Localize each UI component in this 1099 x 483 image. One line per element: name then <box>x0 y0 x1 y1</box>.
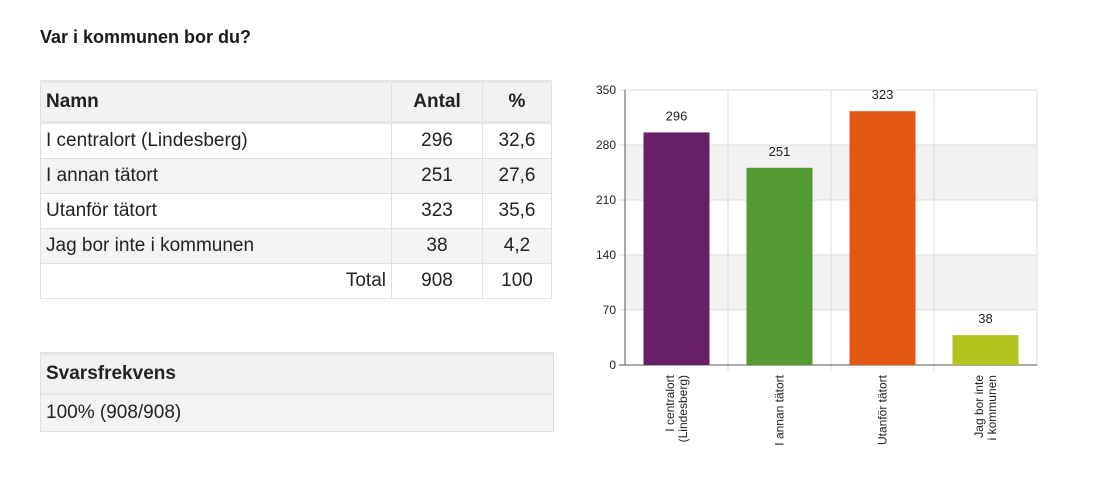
row-count: 323 <box>391 193 483 229</box>
response-rate-value: 100% (908/908) <box>41 395 553 431</box>
total-label: Total <box>40 263 392 299</box>
bar <box>952 335 1019 365</box>
row-percent: 4,2 <box>482 228 552 264</box>
x-tick-label: Jag bor inte i kommunen <box>972 375 999 441</box>
y-tick-label: 210 <box>596 193 616 207</box>
response-rate-label: Svarsfrekvens <box>41 353 553 395</box>
response-rate-box: Svarsfrekvens 100% (908/908) <box>40 352 554 432</box>
total-count: 908 <box>391 263 483 299</box>
y-tick-label: 280 <box>596 138 616 152</box>
results-table: Namn Antal % I centralort (Lindesberg) 2… <box>40 80 552 299</box>
col-header-name: Namn <box>40 80 392 124</box>
chart-labels: 0 70 140 210 280 350 296 I centralort (Lindesber… <box>596 83 999 446</box>
y-tick-label: 70 <box>603 303 617 317</box>
x-tick-label-line: I centralort <box>663 374 677 431</box>
row-percent: 27,6 <box>482 158 552 194</box>
bar <box>746 167 813 365</box>
y-tick-label: 350 <box>596 83 616 97</box>
row-name: Utanför tätort <box>40 193 392 229</box>
row-count: 296 <box>391 122 483 159</box>
row-name: I annan tätort <box>40 158 392 194</box>
bar <box>849 111 916 365</box>
chart-bars <box>643 111 1019 365</box>
row-name: Jag bor inte i kommunen <box>40 228 392 264</box>
table-row: I centralort (Lindesberg) 296 32,6 <box>40 122 552 159</box>
table-row: Utanför tätort 323 35,6 <box>40 193 552 229</box>
table-total-row: Total 908 100 <box>40 263 552 299</box>
x-tick-label-line: Jag bor inte <box>972 375 986 438</box>
x-tick-label: Utanför tätort <box>876 374 890 445</box>
bar <box>643 132 710 365</box>
col-header-percent: % <box>482 80 552 124</box>
y-tick-label: 140 <box>596 248 616 262</box>
bar-chart: 0 70 140 210 280 350 296 I centralort (Lindesber… <box>596 83 1038 446</box>
question-title: Var i kommunen bor du? <box>40 27 252 47</box>
row-name: I centralort (Lindesberg) <box>40 122 392 159</box>
x-tick-label-line: i kommunen <box>985 375 999 440</box>
data-label: 323 <box>872 87 894 102</box>
x-tick-label: I annan tätort <box>773 374 787 445</box>
row-count: 251 <box>391 158 483 194</box>
y-tick-label: 0 <box>609 358 616 372</box>
x-tick-label-line: I annan tätort <box>773 374 787 445</box>
x-tick-label-line: Utanför tätort <box>876 374 890 445</box>
row-percent: 35,6 <box>482 193 552 229</box>
row-percent: 32,6 <box>482 122 552 159</box>
x-tick-label-line: (Lindesberg) <box>676 375 690 442</box>
table-header-row: Namn Antal % <box>40 80 552 124</box>
table-row: Jag bor inte i kommunen 38 4,2 <box>40 228 552 264</box>
table-row: I annan tätort 251 27,6 <box>40 158 552 194</box>
total-percent: 100 <box>482 263 552 299</box>
col-header-count: Antal <box>391 80 483 124</box>
data-label: 251 <box>769 144 791 159</box>
data-label: 296 <box>666 108 688 123</box>
x-tick-label: I centralort (Lindesberg) <box>663 374 690 442</box>
row-count: 38 <box>391 228 483 264</box>
data-label: 38 <box>978 311 992 326</box>
